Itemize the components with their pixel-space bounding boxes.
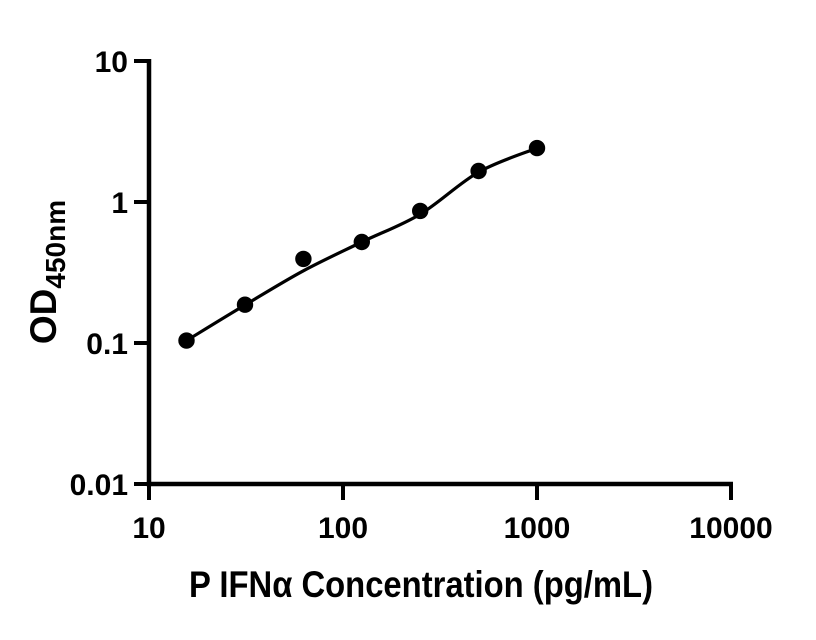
x-axis-title: P IFNα Concentration (pg/mL) xyxy=(189,564,653,605)
y-axis-title: OD450nm xyxy=(23,200,71,344)
data-point xyxy=(412,202,429,220)
y-tick-label: 10 xyxy=(95,46,128,79)
y-tick-label: 1 xyxy=(111,187,128,220)
data-point xyxy=(178,332,195,349)
y-tick-label: 0.1 xyxy=(86,328,128,361)
y-axis-title-sub: 450nm xyxy=(40,200,71,289)
data-point xyxy=(295,250,312,268)
x-tick-label: 100 xyxy=(318,512,368,545)
y-axis-title-main: OD xyxy=(23,289,64,345)
y-tick-label: 0.01 xyxy=(70,469,128,502)
x-tick-label: 10 xyxy=(132,512,165,545)
x-tick-label: 1000 xyxy=(504,512,571,545)
data-point xyxy=(528,139,546,157)
data-point xyxy=(470,162,487,180)
data-point xyxy=(353,233,370,251)
x-tick-label: 10000 xyxy=(689,512,772,545)
data-point xyxy=(236,296,254,313)
